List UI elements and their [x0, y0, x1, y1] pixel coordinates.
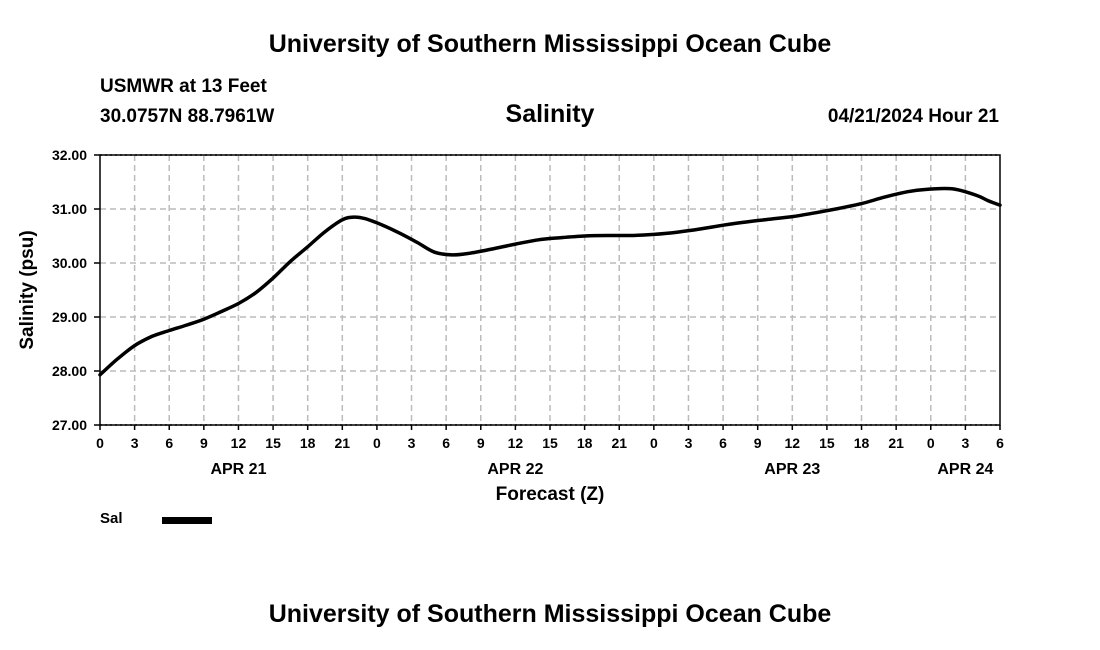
- x-tick-label: 21: [335, 435, 351, 451]
- y-axis-label: Salinity (psu): [17, 230, 38, 349]
- page-title: University of Southern Mississippi Ocean…: [268, 30, 832, 58]
- x-tick-label: 3: [408, 435, 416, 451]
- legend-label: Sal: [100, 510, 123, 527]
- x-tick-label: 6: [442, 435, 450, 451]
- x-axis-ticks: 0 3 6 9 12 15 18 21 0 3 6 9 12 15 18 21 0 3 6 9 12 15 18 21 0 3 6: [96, 425, 1004, 451]
- day-label: APR 21: [210, 461, 266, 478]
- x-tick-label: 9: [754, 435, 762, 451]
- forecast-datetime: 04/21/2024 Hour 21: [827, 106, 999, 127]
- x-tick-label: 12: [785, 435, 801, 451]
- grid-layer: [100, 155, 1000, 425]
- y-axis-ticks: 27.00 28.00 29.00 30.00 31.00 32.00: [52, 147, 100, 433]
- x-tick-label: 18: [854, 435, 870, 451]
- x-tick-label: 0: [927, 435, 935, 451]
- x-tick-label: 6: [996, 435, 1004, 451]
- y-tick-label: 32.00: [52, 147, 87, 163]
- y-tick-label: 31.00: [52, 201, 87, 217]
- day-label: APR 22: [487, 461, 543, 478]
- day-label: APR 23: [764, 461, 820, 478]
- day-labels: APR 21 APR 22 APR 23 APR 24: [210, 461, 993, 478]
- day-label: APR 24: [937, 461, 993, 478]
- x-tick-label: 6: [165, 435, 173, 451]
- legend-swatch: [162, 517, 212, 524]
- x-tick-label: 21: [888, 435, 904, 451]
- y-tick-label: 29.00: [52, 309, 87, 325]
- y-tick-label: 30.00: [52, 255, 87, 271]
- y-tick-label: 27.00: [52, 417, 87, 433]
- x-tick-label: 0: [96, 435, 104, 451]
- x-tick-label: 3: [961, 435, 969, 451]
- x-tick-label: 18: [300, 435, 316, 451]
- x-tick-label: 12: [231, 435, 247, 451]
- x-tick-label: 3: [131, 435, 139, 451]
- x-tick-label: 3: [685, 435, 693, 451]
- station-label: USMWR at 13 Feet: [100, 76, 267, 97]
- x-tick-label: 12: [508, 435, 524, 451]
- x-tick-label: 15: [819, 435, 835, 451]
- series-line-sal: [98, 186, 1002, 377]
- x-tick-label: 15: [542, 435, 558, 451]
- x-tick-label: 9: [477, 435, 485, 451]
- x-tick-label: 0: [650, 435, 658, 451]
- chart-subtitle: Salinity: [505, 100, 595, 128]
- station-coordinates: 30.0757N 88.7961W: [100, 106, 275, 127]
- y-tick-label: 28.00: [52, 363, 87, 379]
- x-tick-label: 21: [611, 435, 627, 451]
- x-tick-label: 18: [577, 435, 593, 451]
- x-axis-label: Forecast (Z): [496, 484, 605, 505]
- footer-title: University of Southern Mississippi Ocean…: [268, 600, 832, 628]
- x-tick-label: 6: [719, 435, 727, 451]
- x-tick-label: 9: [200, 435, 208, 451]
- x-tick-label: 0: [373, 435, 381, 451]
- x-tick-label: 15: [265, 435, 281, 451]
